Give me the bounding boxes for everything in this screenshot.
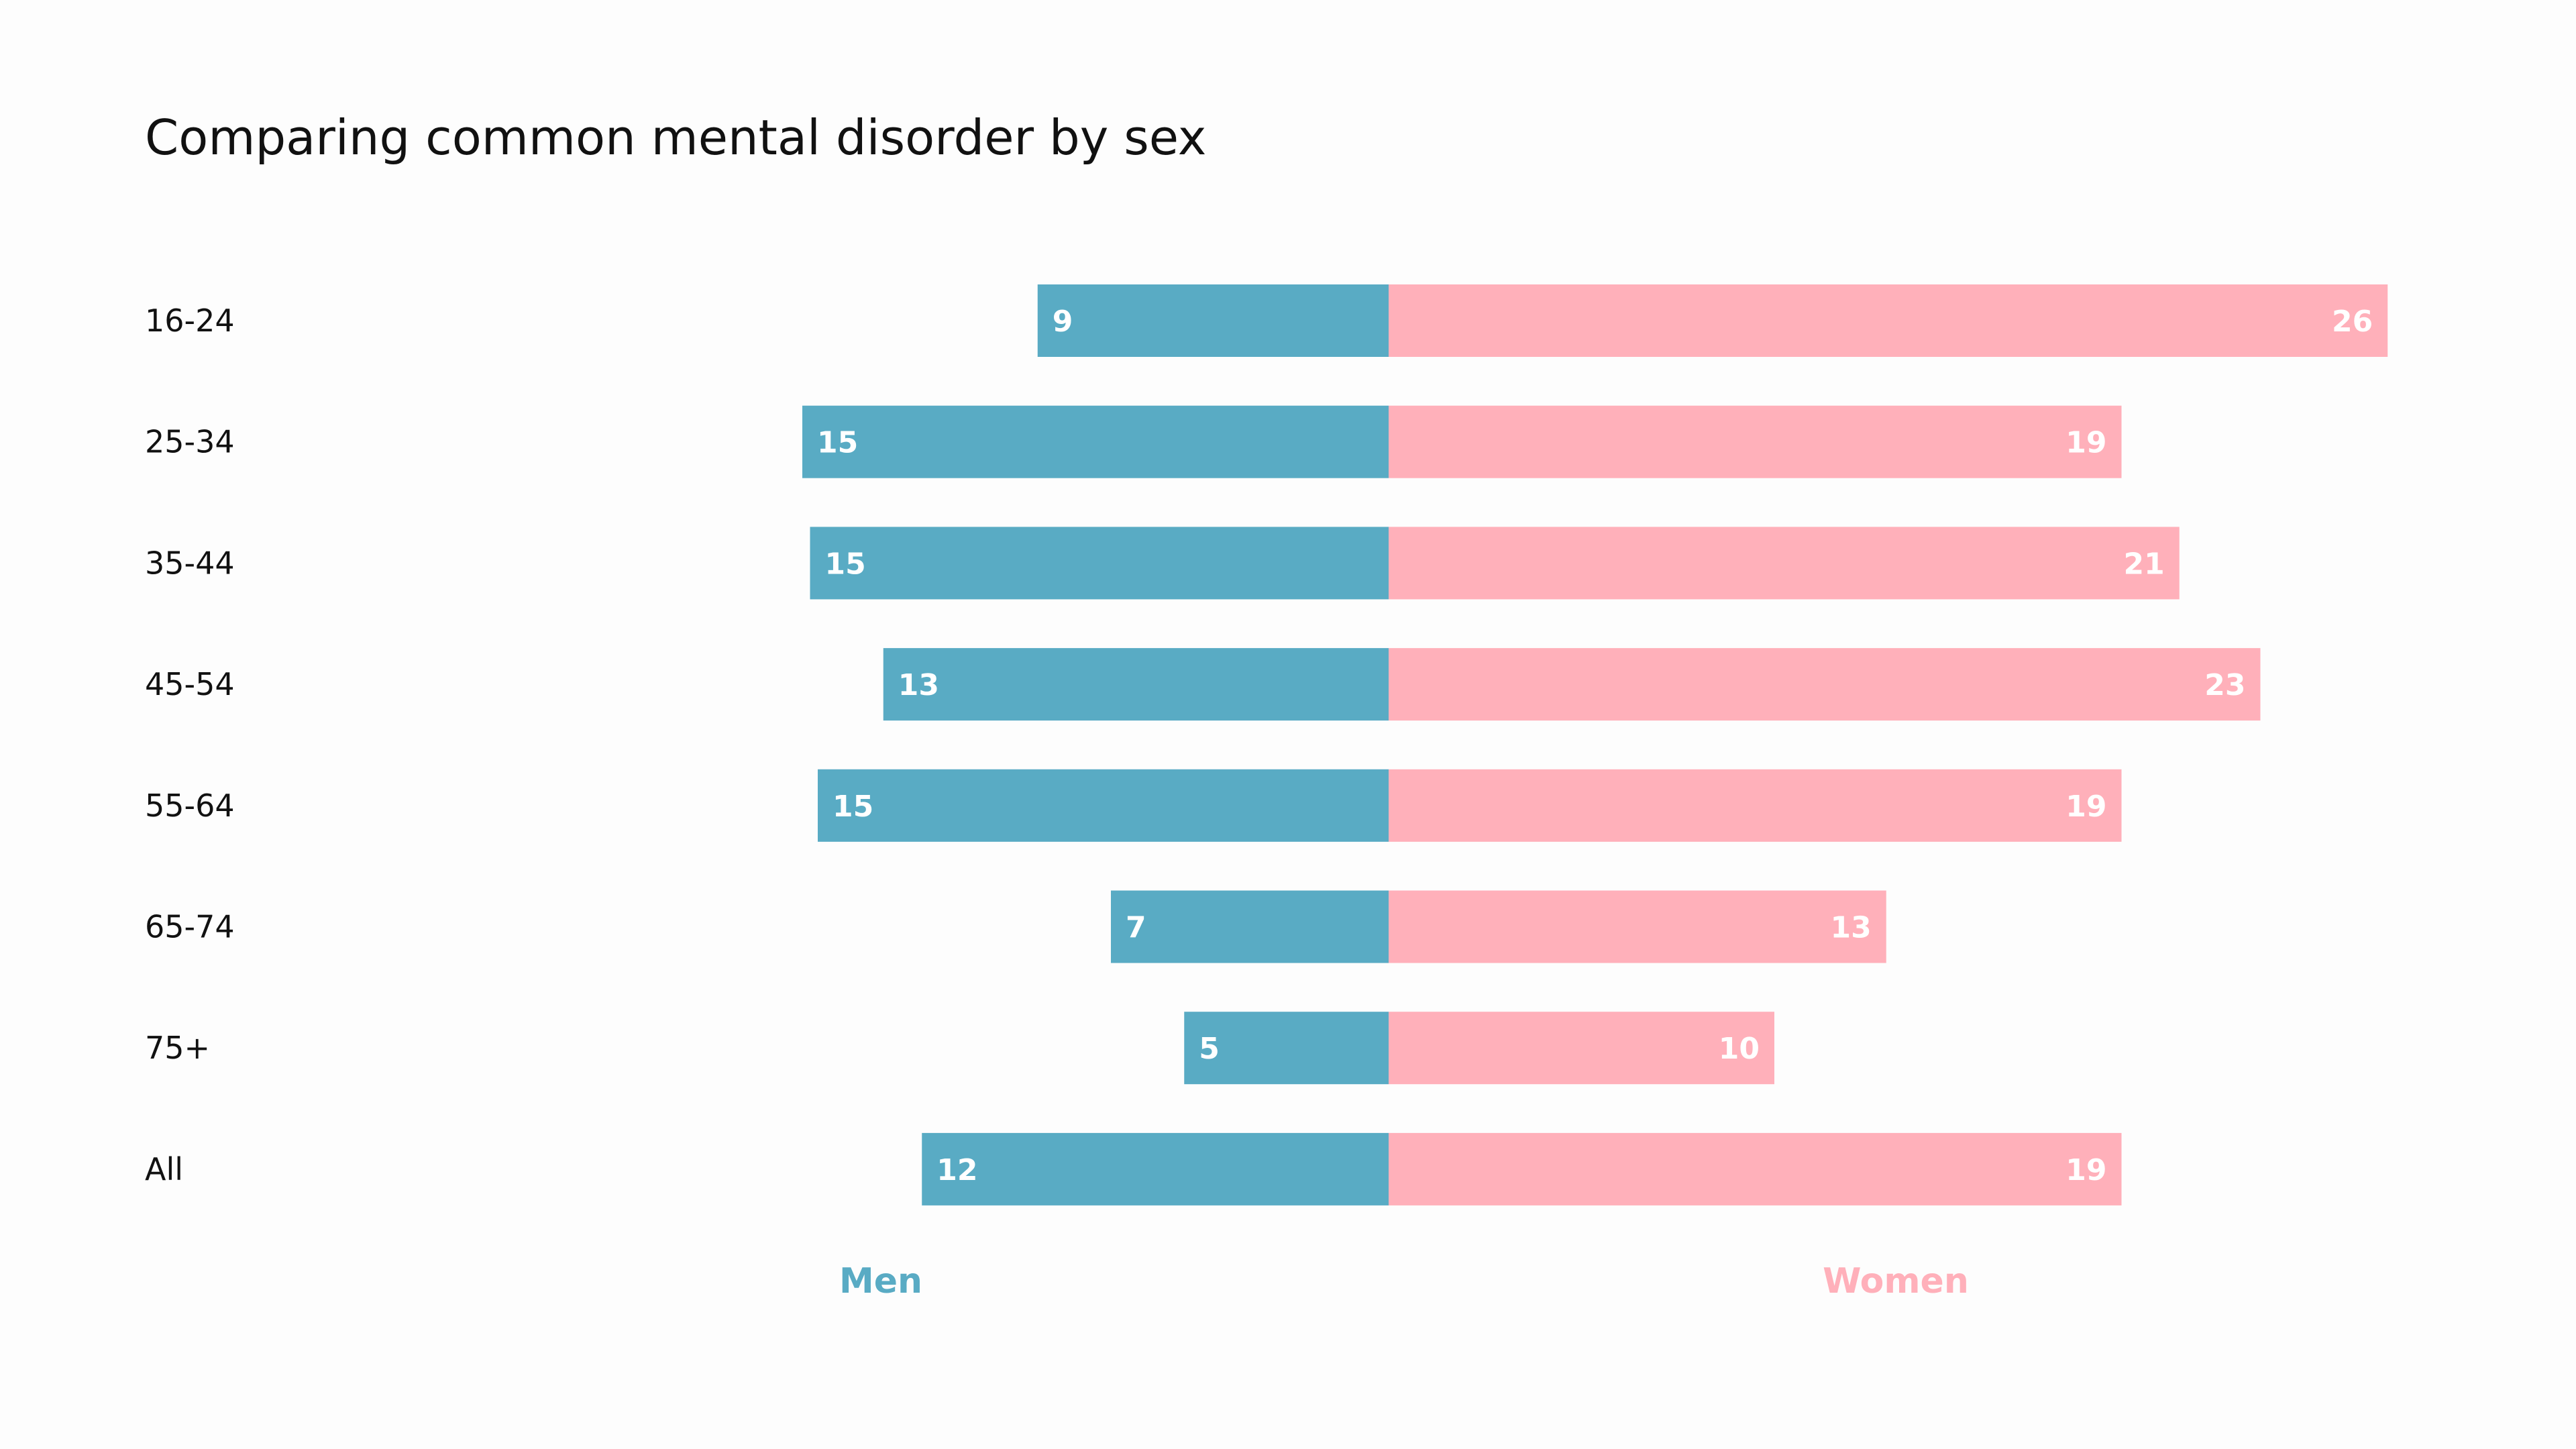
bar-men <box>883 648 1389 721</box>
category-label: All <box>145 1151 183 1187</box>
data-label-men: 15 <box>817 426 858 460</box>
bar-women <box>1389 648 2261 721</box>
data-label-women: 19 <box>2065 790 2106 824</box>
bar-men <box>1111 890 1389 963</box>
bar-women <box>1389 284 2388 357</box>
data-label-men: 15 <box>833 790 873 824</box>
bar-women <box>1389 890 1886 963</box>
data-label-women: 13 <box>1831 911 1872 945</box>
bar-women <box>1389 769 2122 842</box>
data-label-women: 19 <box>2065 426 2106 460</box>
data-label-men: 5 <box>1199 1032 1220 1066</box>
data-label-women: 26 <box>2332 305 2373 339</box>
bar-women <box>1389 1012 1774 1085</box>
bar-men <box>922 1132 1389 1205</box>
category-label: 65-74 <box>145 909 235 945</box>
bar-women <box>1389 405 2122 478</box>
category-label: 75+ <box>145 1030 210 1066</box>
data-label-men: 13 <box>898 668 939 702</box>
data-label-men: 9 <box>1053 305 1073 339</box>
data-label-women: 21 <box>2124 547 2165 581</box>
category-label: 25-34 <box>145 424 235 460</box>
category-label: 55-64 <box>145 788 235 824</box>
bar-men <box>1184 1012 1389 1085</box>
category-label: 35-44 <box>145 545 235 581</box>
bar-men <box>810 527 1389 600</box>
chart-title: Comparing common mental disorder by sex <box>145 109 1206 166</box>
data-label-women: 10 <box>1719 1032 1760 1066</box>
bar-men <box>818 769 1389 842</box>
bar-women <box>1389 1132 2122 1205</box>
data-label-men: 12 <box>936 1153 977 1187</box>
data-label-women: 19 <box>2065 1153 2106 1187</box>
data-label-men: 7 <box>1126 911 1146 945</box>
data-label-women: 23 <box>2204 668 2245 702</box>
category-label: 16-24 <box>145 303 235 339</box>
bar-men <box>1037 284 1389 357</box>
bar-men <box>802 405 1389 478</box>
legend-men: Men <box>839 1261 922 1301</box>
data-label-men: 15 <box>825 547 866 581</box>
category-label: 45-54 <box>145 666 235 702</box>
bar-women <box>1389 527 2180 600</box>
legend-women: Women <box>1823 1261 1969 1301</box>
